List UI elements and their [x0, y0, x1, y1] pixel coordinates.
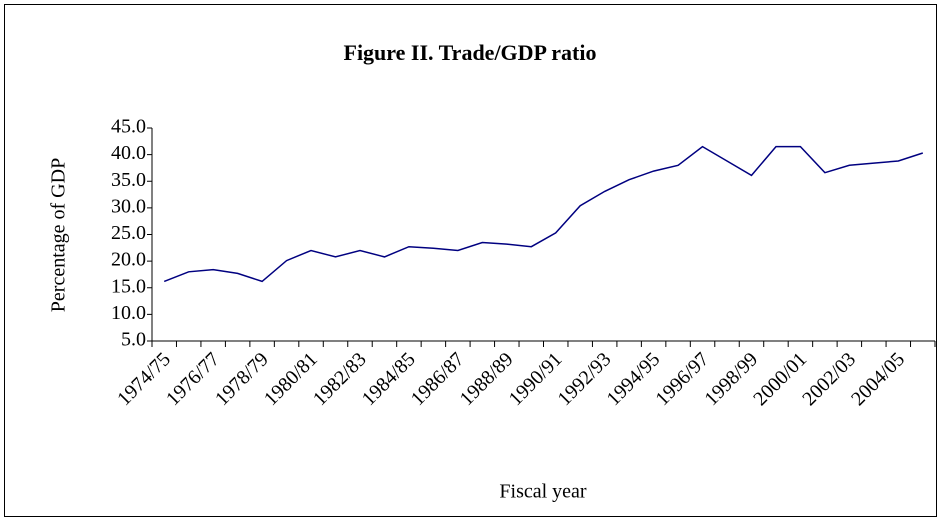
y-tick-label: 45.0	[111, 116, 146, 138]
y-tick-label: 10.0	[111, 302, 146, 324]
y-tick-label: 5.0	[121, 329, 146, 351]
x-axis-label: Fiscal year	[499, 481, 587, 503]
y-tick-label: 15.0	[111, 275, 146, 297]
y-tick-label: 25.0	[111, 222, 146, 244]
data-line	[163, 145, 924, 283]
chart-title: Figure II. Trade/GDP ratio	[344, 40, 597, 65]
y-tick-label: 40.0	[111, 142, 146, 164]
y-tick-label: 20.0	[111, 249, 146, 271]
y-tick-label: 35.0	[111, 169, 146, 191]
y-axis-label: Percentage of GDP	[48, 158, 70, 312]
y-tick-label: 30.0	[111, 195, 146, 217]
chart-frame	[4, 4, 937, 517]
